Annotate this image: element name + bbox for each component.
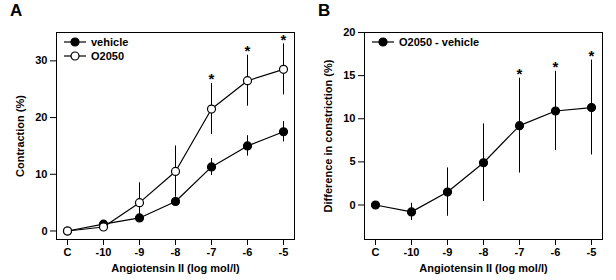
svg-text:*: *	[589, 47, 595, 64]
svg-text:C: C	[372, 246, 380, 258]
svg-text:*: *	[209, 70, 215, 87]
svg-text:20: 20	[35, 111, 47, 123]
svg-text:5: 5	[349, 155, 355, 167]
svg-text:-9: -9	[443, 246, 453, 258]
svg-text:-6: -6	[551, 246, 561, 258]
svg-text:Difference in constriction (%): Difference in constriction (%)	[322, 59, 334, 212]
svg-text:Angiotensin II (log mol/l): Angiotensin II (log mol/l)	[419, 262, 548, 274]
svg-text:Angiotensin II (log mol/l): Angiotensin II (log mol/l)	[111, 262, 240, 274]
svg-text:-5: -5	[587, 246, 597, 258]
html-text:B: B	[318, 1, 331, 20]
svg-text:-6: -6	[243, 246, 253, 258]
svg-text:*: *	[281, 31, 287, 48]
html-text:O2050 - vehicle: O2050 - vehicle	[399, 36, 480, 48]
svg-text:10: 10	[343, 112, 355, 124]
svg-text:20: 20	[343, 26, 355, 38]
svg-text:*: *	[245, 42, 251, 59]
svg-text:*: *	[553, 58, 559, 75]
svg-text:30: 30	[35, 54, 47, 66]
svg-text:-7: -7	[207, 246, 217, 258]
svg-text:-8: -8	[171, 246, 181, 258]
svg-text:-7: -7	[515, 246, 525, 258]
svg-text:-5: -5	[279, 246, 289, 258]
svg-text:-10: -10	[404, 246, 420, 258]
svg-text:0: 0	[349, 199, 355, 211]
svg-text:*: *	[517, 65, 523, 82]
html-text:vehicle: vehicle	[91, 36, 129, 48]
svg-text:-10: -10	[96, 246, 112, 258]
svg-text:-9: -9	[135, 246, 145, 258]
svg-text:0: 0	[41, 225, 47, 237]
html-text:O2050: O2050	[91, 50, 124, 62]
svg-text:Contraction (%): Contraction (%)	[14, 95, 26, 177]
svg-text:-8: -8	[479, 246, 489, 258]
svg-text:10: 10	[35, 168, 47, 180]
svg-text:C: C	[64, 246, 72, 258]
svg-text:15: 15	[343, 69, 355, 81]
html-text:A: A	[10, 1, 23, 20]
